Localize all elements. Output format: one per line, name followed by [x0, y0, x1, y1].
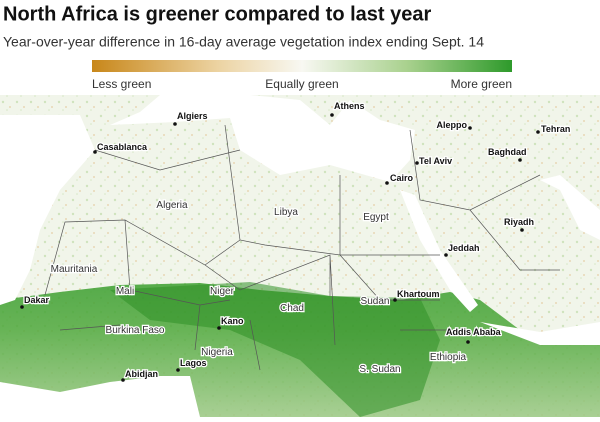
country-label: Chad [280, 303, 304, 314]
city-labels: Algiers Athens Aleppo Tehran Casablanca Baghd… [20, 100, 572, 382]
city-label: Abidjan [125, 369, 158, 379]
country-label: Nigeria [201, 347, 233, 358]
city-dot [173, 122, 177, 126]
country-labels: Algeria Libya Egypt Mauritania Mali Nige… [49, 199, 467, 377]
persian-gulf [540, 175, 600, 240]
city-label: Aleppo [437, 120, 468, 130]
country-label: Egypt [363, 212, 389, 223]
red-sea [400, 190, 478, 312]
gulf-of-aden [480, 322, 600, 345]
city-dot [93, 150, 97, 154]
city-label: Tehran [541, 124, 570, 134]
country-label: Algeria [156, 200, 188, 211]
city-dot [466, 340, 470, 344]
gulf-of-guinea [0, 376, 200, 417]
city-label: Athens [334, 101, 365, 111]
city-dot [444, 253, 448, 257]
country-label: Sudan [361, 296, 390, 307]
borders [44, 124, 560, 371]
country-label: S. Sudan [359, 364, 400, 375]
country-label: Mali [116, 286, 134, 297]
city-dot [518, 158, 522, 162]
city-label: Baghdad [488, 147, 527, 157]
country-label: Libya [274, 207, 298, 218]
vegetation-core [110, 282, 440, 417]
map-area [0, 95, 600, 417]
legend-label: Less green [92, 77, 151, 91]
country-label: Niger [210, 286, 235, 297]
city-label: Addis Ababa [446, 327, 502, 337]
city-label: Casablanca [97, 142, 148, 152]
country-label: Mauritania [51, 264, 98, 275]
city-dot [520, 228, 524, 232]
city-label: Tel Aviv [419, 156, 452, 166]
city-dot [393, 298, 397, 302]
mediterranean [110, 95, 415, 182]
city-label: Riyadh [504, 217, 534, 227]
city-dot [415, 161, 419, 165]
legend-color-bar [92, 60, 512, 72]
atlantic [0, 115, 95, 305]
country-label: Ethiopia [430, 352, 467, 363]
city-dot [330, 113, 334, 117]
title: North Africa is greener compared to last… [3, 3, 432, 25]
city-label: Kano [221, 316, 244, 326]
city-label: Jeddah [448, 243, 480, 253]
city-label: Khartoum [397, 289, 440, 299]
city-dot [121, 378, 125, 382]
city-dot [536, 130, 540, 134]
city-label: Lagos [180, 358, 207, 368]
city-dot [217, 326, 221, 330]
country-label: Burkina Faso [106, 325, 165, 336]
city-label: Dakar [24, 295, 50, 305]
city-dot [176, 368, 180, 372]
city-dot [468, 126, 472, 130]
city-dot [385, 181, 389, 185]
city-dot [20, 305, 24, 309]
city-label: Algiers [177, 111, 208, 121]
subtitle: Year-over-year difference in 16-day aver… [3, 34, 484, 50]
legend-label: Equally green [265, 77, 338, 91]
legend-label: More green [451, 77, 512, 91]
city-label: Cairo [390, 173, 414, 183]
